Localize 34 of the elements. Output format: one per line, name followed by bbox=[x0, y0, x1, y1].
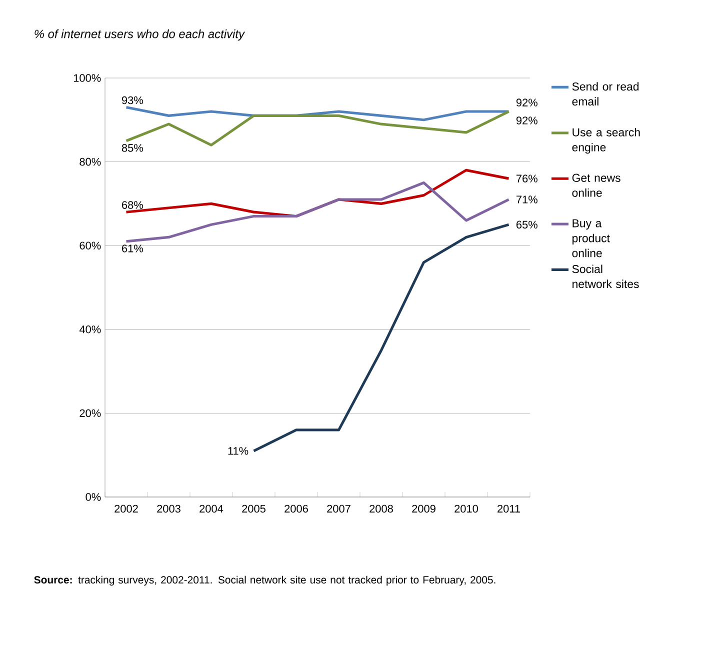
chart-title: % of internet users who do each activity bbox=[34, 29, 246, 41]
x-tick-label: 2010 bbox=[454, 504, 478, 513]
legend-label: Social network sites bbox=[572, 264, 639, 288]
line-series bbox=[252, 223, 510, 452]
data-label: 11% bbox=[228, 447, 248, 455]
y-tick-label: 80% bbox=[80, 158, 101, 166]
y-tick-label: 20% bbox=[80, 409, 101, 418]
x-tick-label: 2002 bbox=[114, 504, 138, 513]
legend-label: Send or read email bbox=[572, 82, 639, 106]
data-label: 92% bbox=[516, 116, 538, 124]
y-tick-label: 40% bbox=[79, 326, 101, 334]
data-label: 93% bbox=[122, 96, 143, 104]
data-label: 76% bbox=[516, 174, 538, 182]
x-tick-label: 2006 bbox=[284, 504, 308, 513]
x-tick-label: 2005 bbox=[242, 504, 266, 513]
y-tick-label: 60% bbox=[80, 242, 101, 250]
data-label: 71% bbox=[516, 196, 538, 204]
x-tick-label: 2003 bbox=[157, 504, 180, 513]
x-tick-label: 2008 bbox=[370, 504, 393, 513]
data-label: 61% bbox=[122, 244, 143, 252]
data-label: 65% bbox=[516, 220, 538, 229]
text: Source: tracking surveys, 2002-2011. Social network site use not tracked prior to February, 2005. bbox=[34, 576, 496, 586]
x-tick-label: 2007 bbox=[327, 504, 350, 513]
x-tick-label: 2004 bbox=[200, 504, 224, 513]
data-label: 68% bbox=[122, 201, 143, 209]
y-tick-label: 100% bbox=[74, 74, 101, 82]
legend-label: Buy a product online bbox=[572, 219, 610, 258]
x-tick-label: 2011 bbox=[498, 504, 520, 513]
data-label: 92% bbox=[516, 98, 538, 106]
x-tick-label: 2009 bbox=[412, 504, 436, 513]
data-label: 85% bbox=[122, 144, 143, 152]
y-tick-label: 0% bbox=[86, 493, 101, 501]
legend-label: Get news online bbox=[572, 174, 620, 197]
legend-label: Use a search engine bbox=[572, 128, 640, 154]
